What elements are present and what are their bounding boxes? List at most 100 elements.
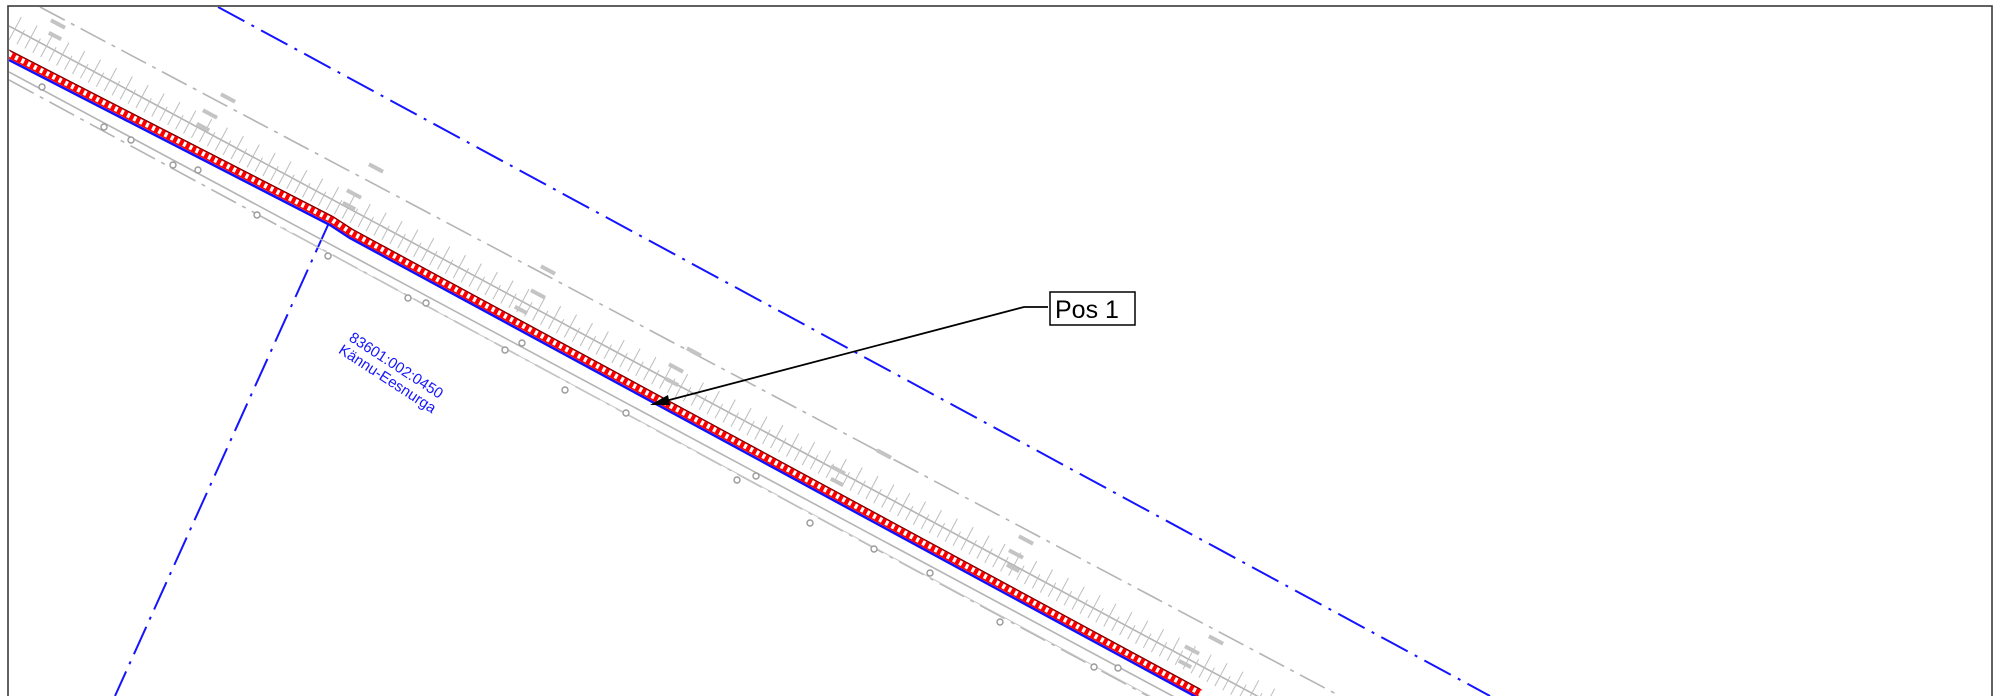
slope-tick <box>714 403 724 419</box>
slope-tick <box>587 335 597 351</box>
slope-tick <box>968 539 977 555</box>
slope-tick <box>532 297 546 321</box>
post-circle-icon <box>806 519 814 527</box>
slope-tick <box>365 216 374 232</box>
slope-tick <box>325 186 340 211</box>
slope-tick <box>571 327 581 343</box>
slope-tick <box>611 339 625 364</box>
cable-route <box>9 49 1202 696</box>
cable-line <box>9 58 1198 696</box>
slope-tick <box>294 169 308 194</box>
slope-tick <box>1055 577 1069 602</box>
slope-tick <box>40 33 54 58</box>
cable-hatch <box>9 51 1202 696</box>
slope-tick <box>373 212 387 236</box>
post-circle-icon <box>501 346 509 354</box>
slope-tick <box>405 229 419 253</box>
slope-tick <box>56 42 70 66</box>
slope-tick <box>103 67 117 92</box>
slope-tick <box>421 237 435 262</box>
slope-tick <box>1111 616 1120 632</box>
callout-text: Pos 1 <box>1055 296 1119 324</box>
slope-tick <box>1119 611 1133 636</box>
slope-tick <box>690 382 704 406</box>
slope-tick <box>698 395 708 411</box>
slope-tick <box>857 480 866 496</box>
slope-tick <box>1095 607 1104 623</box>
slope-tick <box>317 191 327 207</box>
road-centerline <box>39 7 1341 696</box>
slope-tick <box>1174 650 1184 666</box>
post-circle-icon <box>253 211 261 219</box>
slope-tick <box>1222 675 1231 691</box>
elevation-marks <box>47 18 1225 670</box>
slope-tick <box>992 543 1006 568</box>
slope-tick <box>682 386 692 402</box>
slope-tick <box>310 178 324 202</box>
slope-tick <box>87 59 102 83</box>
slope-tick <box>175 114 184 130</box>
slope-tick <box>849 467 863 491</box>
post-circle-icon <box>169 161 177 169</box>
slope-tick <box>151 93 165 117</box>
slope-tick <box>159 106 168 122</box>
slope-tick <box>1016 565 1025 581</box>
slope-tick <box>555 318 565 334</box>
slope-tick <box>1198 654 1212 678</box>
post-circle-icon <box>422 299 430 307</box>
slope-tick <box>889 497 898 513</box>
slope-tick <box>960 526 974 551</box>
slope-tick <box>563 314 578 338</box>
parcel-boundary-upper <box>217 7 1491 696</box>
slope-tick <box>79 63 89 79</box>
slope-tick <box>119 76 133 100</box>
slope-tick <box>754 416 768 440</box>
slope-tick <box>143 97 152 113</box>
slope-tick <box>674 373 689 398</box>
slope-tick <box>1190 658 1200 674</box>
leader-line <box>653 306 1048 405</box>
slope-tick <box>547 305 562 330</box>
slope-tick <box>349 208 359 224</box>
slope-tick <box>619 352 628 368</box>
slope-tick <box>912 501 927 525</box>
slope-tick <box>659 365 673 389</box>
post-circle-icon <box>1090 663 1098 671</box>
slope-tick <box>1166 637 1180 661</box>
road-edge-lower <box>9 71 1175 696</box>
slope-tick <box>468 263 482 287</box>
slope-tick <box>801 441 816 466</box>
slope-tick <box>595 331 609 355</box>
slope-tick <box>357 203 371 228</box>
slope-tick <box>778 437 787 453</box>
slope-tick <box>817 450 831 474</box>
slope-tick <box>127 89 137 105</box>
callout-box[interactable] <box>1049 291 1136 326</box>
post-circle-icon <box>1114 664 1122 672</box>
parcel-boundary-left <box>114 224 329 696</box>
slope-tick <box>333 199 343 215</box>
slope-tick <box>730 412 739 428</box>
slope-tick <box>793 446 803 462</box>
callout-label[interactable]: Pos 1 <box>1049 291 1136 326</box>
slope-tick <box>746 420 755 436</box>
slope-tick <box>183 110 197 134</box>
post-circle-icon <box>752 472 760 480</box>
slope-tick <box>286 174 295 190</box>
slope-tick <box>897 492 911 517</box>
slope-tick <box>429 250 438 266</box>
road-edge-upper <box>9 25 1259 696</box>
slope-tick <box>1214 662 1228 687</box>
slope-tick <box>1031 573 1041 589</box>
slope-tick <box>1230 671 1244 695</box>
slope-tick <box>508 293 517 309</box>
slope-tick <box>952 531 962 547</box>
slope-tick <box>785 433 800 457</box>
slope-tick <box>1063 590 1073 606</box>
post-circle-icon <box>518 339 526 347</box>
post-circle-icon <box>100 123 108 131</box>
slope-tick <box>254 157 263 173</box>
slope-tick <box>214 127 228 151</box>
post-circle-icon <box>926 569 934 577</box>
